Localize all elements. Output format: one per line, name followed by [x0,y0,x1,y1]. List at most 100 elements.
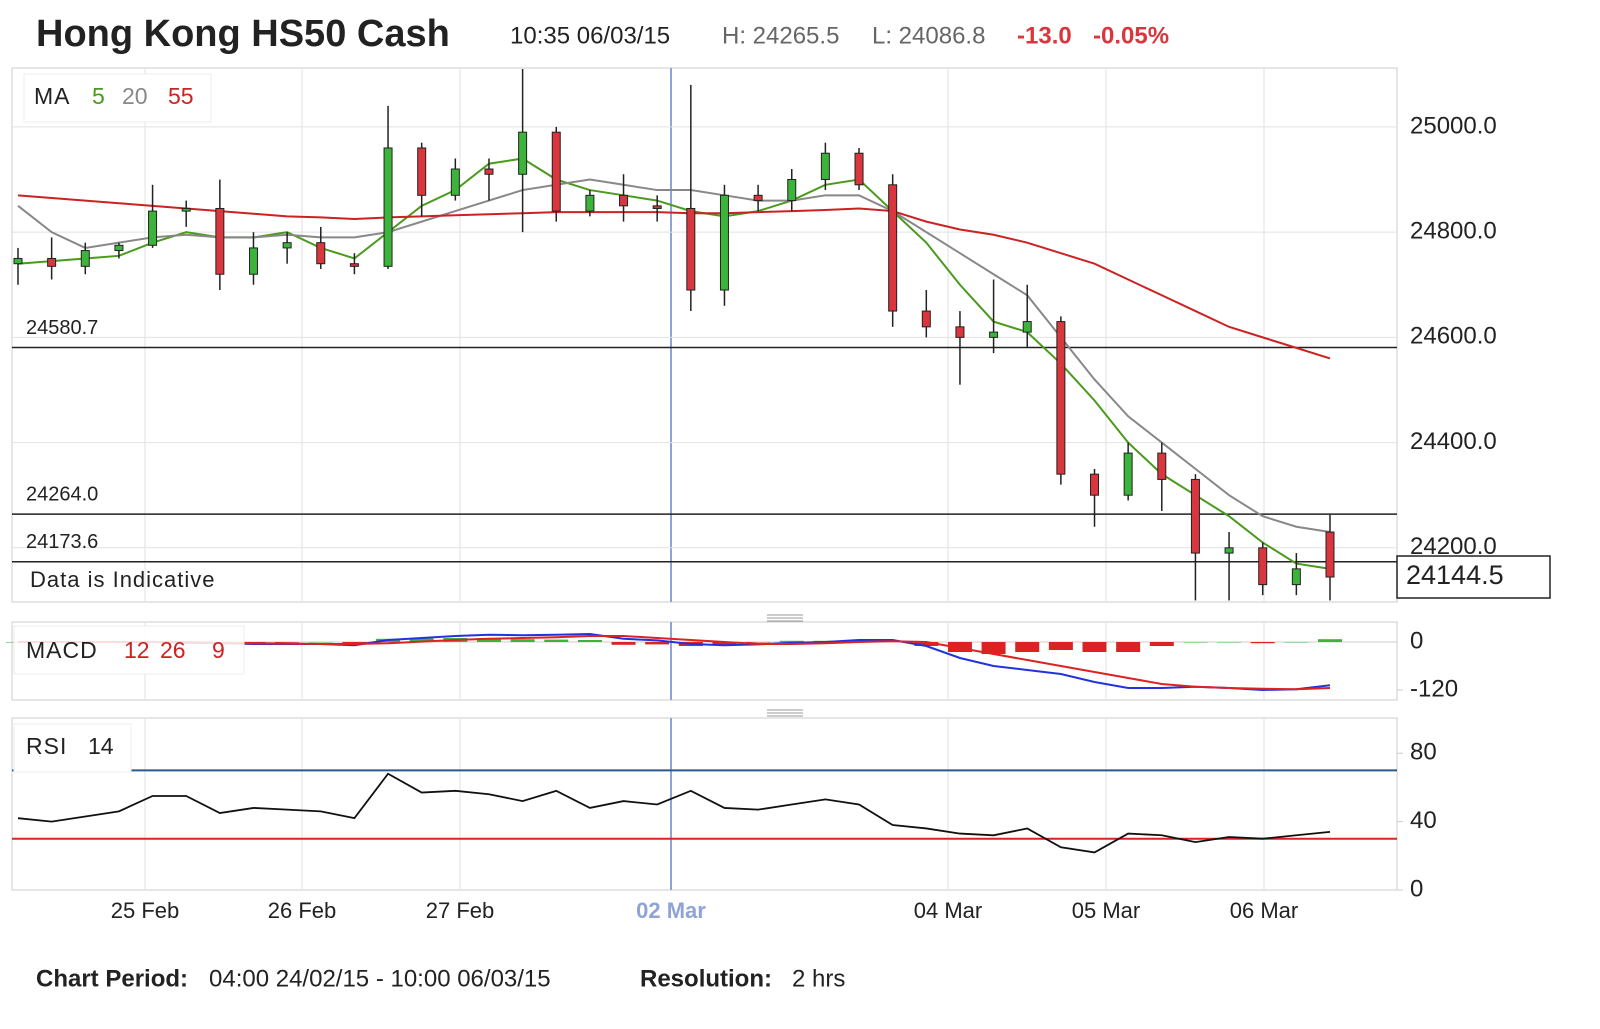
candle-body [215,207,225,275]
y-tick-label: 0 [1410,627,1423,654]
candle-body [888,184,898,312]
footer-value: 2 hrs [792,965,845,992]
rsi-legend: RSI 14 [13,723,132,773]
chart-title: Hong Kong HS50 Cash [36,13,450,55]
macd-histogram-bar [1015,642,1040,652]
candle-body [282,242,292,249]
macd-histogram-bar [1048,642,1073,650]
change: -13.0 [1017,22,1072,49]
low: L: 24086.8 [872,22,985,49]
level-label: 24264.0 [26,483,98,505]
legend-label: MA [34,83,71,109]
macd-histogram-bar [611,642,636,645]
candle-body [349,263,359,267]
high: H: 24265.5 [722,22,839,49]
candle-body [820,152,830,181]
ma-line [17,178,1331,534]
ma-line [17,194,1331,360]
macd-histogram-bar [1217,642,1242,643]
notice: Data is Indicative [30,567,216,592]
candle-body [248,247,258,275]
candle-body [148,210,158,246]
x-tick-label: 25 Feb [111,898,180,923]
candle-body [417,147,427,196]
macd-histogram-bar [1250,642,1275,644]
footer-value: 04:00 24/02/15 - 10:00 06/03/15 [209,965,551,992]
macd-histogram-bar [1284,642,1309,643]
candle-body [114,244,124,252]
resize-handle[interactable] [767,614,803,622]
legend-entry: 12 [124,637,150,663]
candle-body [1123,452,1133,496]
rsi-line [17,772,1331,854]
candle-body [316,242,326,265]
candle-body [585,194,595,212]
y-tick-label: 24400.0 [1410,428,1497,455]
legend-label: RSI [26,733,67,759]
y-tick-label: 40 [1410,807,1437,834]
candle-body [787,179,797,202]
y-tick-label: 24600.0 [1410,323,1497,350]
macd-histogram-bar [409,638,434,642]
legend-entry: 20 [122,83,148,109]
macd-histogram-bar [1116,642,1141,652]
footer-label: Resolution: [640,965,772,992]
candle-body [1090,473,1100,496]
x-tick-label: 05 Mar [1072,898,1140,923]
candle-body [518,131,528,175]
rsi-panel [11,717,1398,891]
candle-body [652,205,662,209]
legend-entry: 5 [92,83,105,109]
legend-entry: 9 [212,637,225,663]
candle-body [854,152,864,186]
x-tick-label: 04 Mar [914,898,982,923]
candle-body [80,250,90,267]
change-pct: -0.05% [1093,22,1169,49]
price-panel [11,67,1398,603]
legend-entry: 14 [88,733,114,759]
macd-histogram-bar [544,639,569,642]
x-tick-label: 06 Mar [1230,898,1298,923]
macd-histogram-bar [510,639,535,642]
candle-body [989,331,999,338]
macd-histogram-bar [1318,639,1342,642]
candle-body [1056,321,1066,475]
y-tick-label: 0 [1410,875,1423,902]
candle-body [13,257,23,265]
current-price: 24144.5 [1406,560,1504,590]
level-label: 24580.7 [26,317,98,339]
legend-entry: 55 [168,83,194,109]
y-tick-label: 80 [1410,739,1437,766]
current-price-box [1396,555,1551,599]
legend-label: MACD [26,637,98,663]
legend-box [13,625,245,675]
ma-legend: MA 5 20 55 [23,73,212,123]
macd-histogram-bar [645,642,670,645]
candle-body [47,257,57,267]
x-tick-label: 02 Mar [636,898,706,923]
macd-histogram-bar [308,642,333,643]
candle-body [383,147,393,267]
candle-body [753,194,763,202]
footer-label: Chart Period: [36,965,188,992]
legend-box [23,73,212,123]
candle-body [686,207,696,291]
candle-body [1291,568,1301,586]
macd-histogram-bar [746,642,771,643]
time: 10:35 06/03/15 [510,22,670,49]
candle-body [955,326,965,338]
x-tick-label: 27 Feb [426,898,495,923]
candle-body [619,194,629,207]
candle-body [1022,321,1032,333]
legend-entry: 26 [160,637,186,663]
macd-histogram-bar [577,640,602,642]
candle-body [1325,531,1335,578]
resize-handle[interactable] [767,709,803,717]
macd-histogram-bar [914,642,939,646]
candle-body [450,168,460,196]
macd-histogram-bar [779,640,804,642]
legend-box [13,723,132,773]
candle-body [719,194,729,291]
x-tick-label: 26 Feb [268,898,337,923]
